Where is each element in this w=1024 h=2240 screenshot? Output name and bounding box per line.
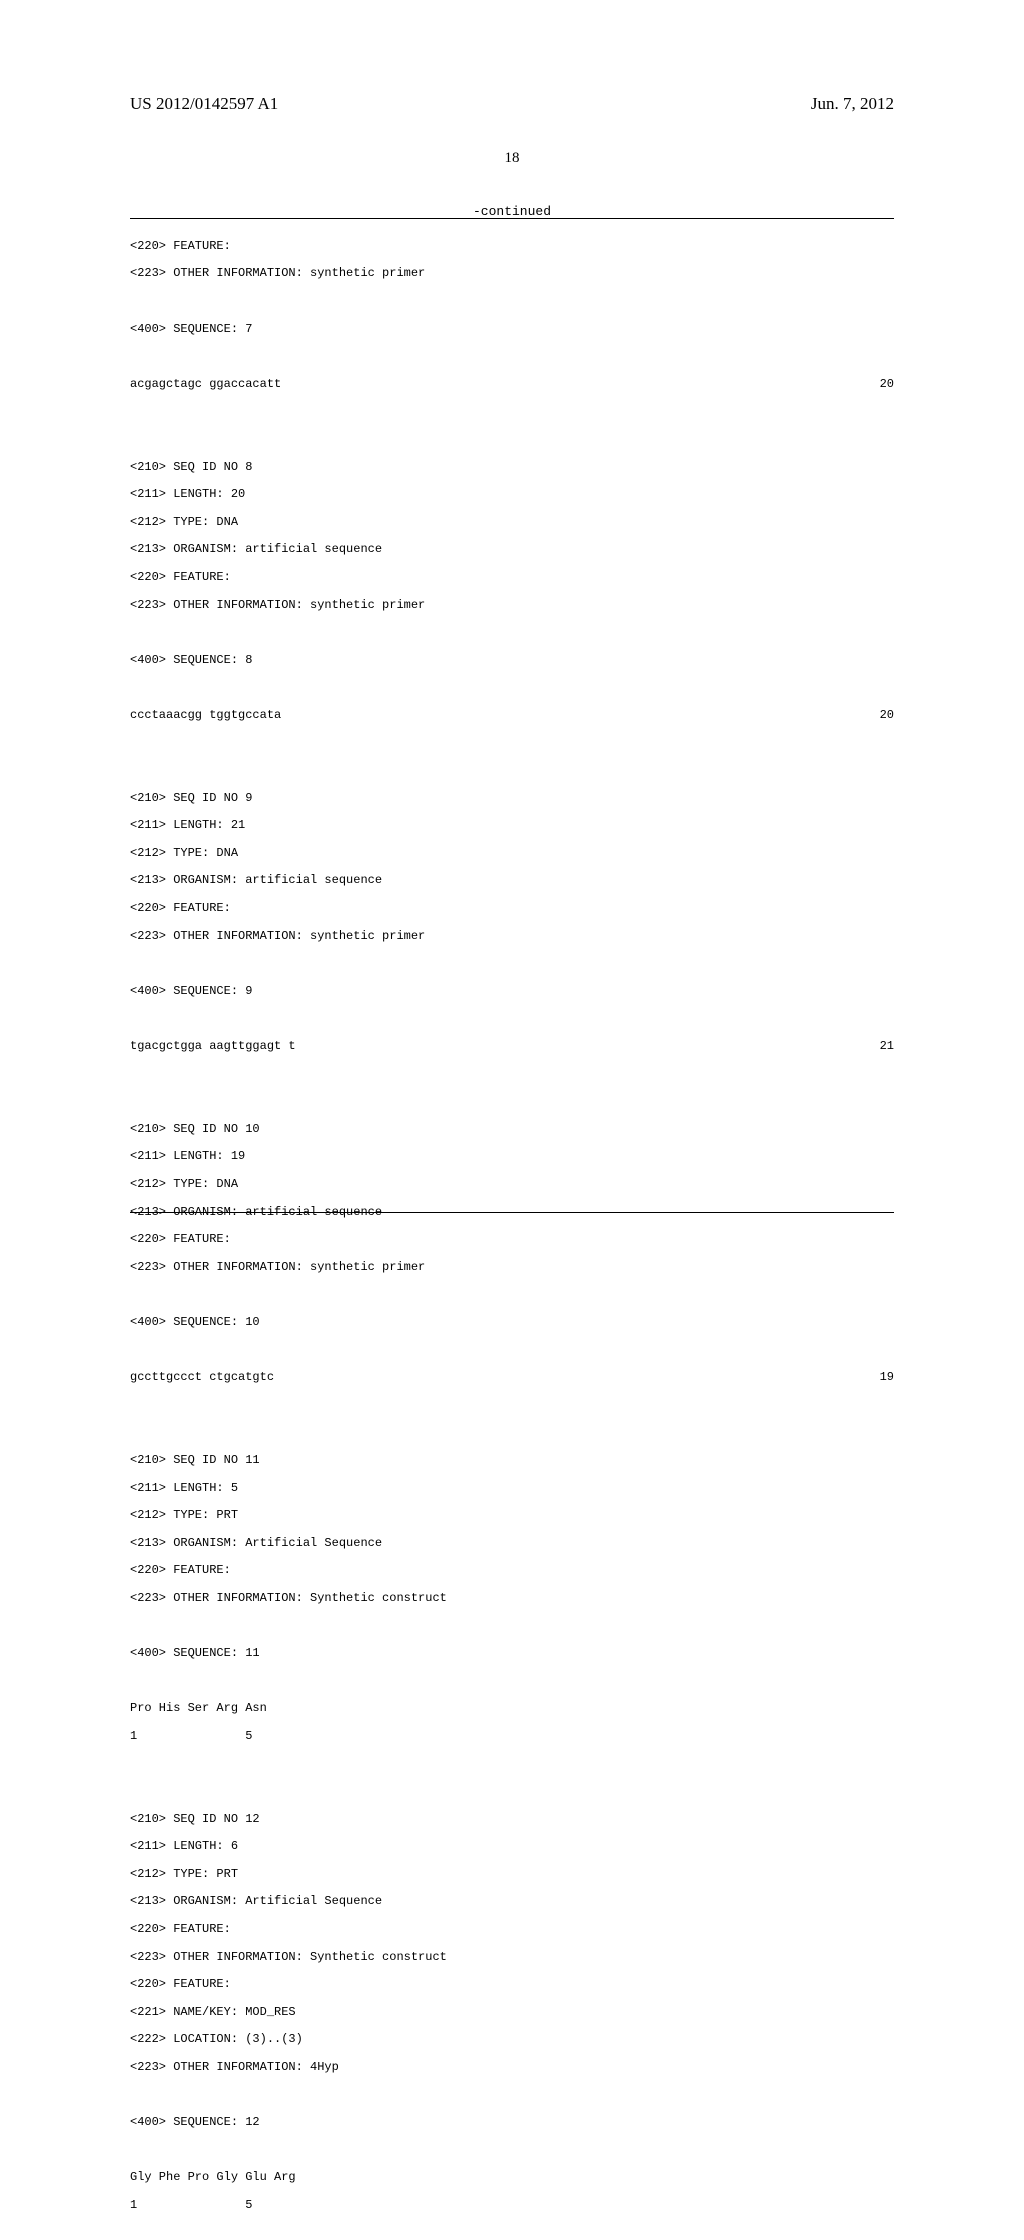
seq12-feature: <220> FEATURE: bbox=[130, 1923, 894, 1937]
seq7-label: <400> SEQUENCE: 7 bbox=[130, 323, 894, 337]
seq11-label: <400> SEQUENCE: 11 bbox=[130, 1647, 894, 1661]
seq10-other-info: <223> OTHER INFORMATION: synthetic prime… bbox=[130, 1261, 894, 1275]
seq10-type: <212> TYPE: DNA bbox=[130, 1178, 894, 1192]
seq11-length: <211> LENGTH: 5 bbox=[130, 1482, 894, 1496]
continued-label: -continued bbox=[0, 204, 1024, 219]
rule-top bbox=[130, 218, 894, 219]
seq10-id: <210> SEQ ID NO 10 bbox=[130, 1123, 894, 1137]
seq7-other-info: <223> OTHER INFORMATION: synthetic prime… bbox=[130, 267, 894, 281]
seq9-type: <212> TYPE: DNA bbox=[130, 847, 894, 861]
seq11-id: <210> SEQ ID NO 11 bbox=[130, 1454, 894, 1468]
seq8-id: <210> SEQ ID NO 8 bbox=[130, 461, 894, 475]
seq12-namekey: <221> NAME/KEY: MOD_RES bbox=[130, 2006, 894, 2020]
seq9-organism: <213> ORGANISM: artificial sequence bbox=[130, 874, 894, 888]
seq12-length: <211> LENGTH: 6 bbox=[130, 1840, 894, 1854]
seq8-length-val: 20 bbox=[880, 709, 894, 723]
seq10-feature: <220> FEATURE: bbox=[130, 1233, 894, 1247]
seq9-label: <400> SEQUENCE: 9 bbox=[130, 985, 894, 999]
seq8-length: <211> LENGTH: 20 bbox=[130, 488, 894, 502]
seq8-feature: <220> FEATURE: bbox=[130, 571, 894, 585]
seq9-length: <211> LENGTH: 21 bbox=[130, 819, 894, 833]
seq11-num-line: 1 5 bbox=[130, 1730, 894, 1744]
seq11-feature: <220> FEATURE: bbox=[130, 1564, 894, 1578]
seq11-aa-line: Pro His Ser Arg Asn bbox=[130, 1702, 894, 1716]
seq11-other-info: <223> OTHER INFORMATION: Synthetic const… bbox=[130, 1592, 894, 1606]
rule-bottom bbox=[130, 1212, 894, 1213]
seq8-type: <212> TYPE: DNA bbox=[130, 516, 894, 530]
publication-date: Jun. 7, 2012 bbox=[811, 94, 894, 114]
seq9-sequence: tgacgctgga aagttggagt t bbox=[130, 1040, 296, 1054]
patent-page: US 2012/0142597 A1 Jun. 7, 2012 18 -cont… bbox=[0, 0, 1024, 1320]
seq11-organism: <213> ORGANISM: Artificial Sequence bbox=[130, 1537, 894, 1551]
seq10-length: <211> LENGTH: 19 bbox=[130, 1150, 894, 1164]
seq12-id: <210> SEQ ID NO 12 bbox=[130, 1813, 894, 1827]
seq12-other-info2: <223> OTHER INFORMATION: 4Hyp bbox=[130, 2061, 894, 2075]
seq12-organism: <213> ORGANISM: Artificial Sequence bbox=[130, 1895, 894, 1909]
seq9-other-info: <223> OTHER INFORMATION: synthetic prime… bbox=[130, 930, 894, 944]
seq7-feature: <220> FEATURE: bbox=[130, 240, 894, 254]
seq10-sequence-row: gccttgccct ctgcatgtc 19 bbox=[130, 1371, 894, 1385]
seq12-type: <212> TYPE: PRT bbox=[130, 1868, 894, 1882]
seq11-type: <212> TYPE: PRT bbox=[130, 1509, 894, 1523]
seq10-label: <400> SEQUENCE: 10 bbox=[130, 1316, 894, 1330]
page-number: 18 bbox=[0, 150, 1024, 167]
seq9-id: <210> SEQ ID NO 9 bbox=[130, 792, 894, 806]
seq9-sequence-row: tgacgctgga aagttggagt t 21 bbox=[130, 1040, 894, 1054]
seq7-sequence: acgagctagc ggaccacatt bbox=[130, 378, 281, 392]
sequence-listing: <220> FEATURE: <223> OTHER INFORMATION: … bbox=[130, 226, 894, 2240]
seq12-num-line: 1 5 bbox=[130, 2199, 894, 2213]
seq7-length: 20 bbox=[880, 378, 894, 392]
seq8-organism: <213> ORGANISM: artificial sequence bbox=[130, 543, 894, 557]
seq8-sequence: ccctaaacgg tggtgccata bbox=[130, 709, 281, 723]
seq12-label: <400> SEQUENCE: 12 bbox=[130, 2116, 894, 2130]
seq12-other-info: <223> OTHER INFORMATION: Synthetic const… bbox=[130, 1951, 894, 1965]
seq8-sequence-row: ccctaaacgg tggtgccata 20 bbox=[130, 709, 894, 723]
seq8-other-info: <223> OTHER INFORMATION: synthetic prime… bbox=[130, 599, 894, 613]
publication-number: US 2012/0142597 A1 bbox=[130, 94, 278, 114]
seq10-sequence: gccttgccct ctgcatgtc bbox=[130, 1371, 274, 1385]
seq9-length-val: 21 bbox=[880, 1040, 894, 1054]
seq9-feature: <220> FEATURE: bbox=[130, 902, 894, 916]
seq12-location: <222> LOCATION: (3)..(3) bbox=[130, 2033, 894, 2047]
seq8-label: <400> SEQUENCE: 8 bbox=[130, 654, 894, 668]
seq12-feature2: <220> FEATURE: bbox=[130, 1978, 894, 1992]
seq10-length-val: 19 bbox=[880, 1371, 894, 1385]
seq7-sequence-row: acgagctagc ggaccacatt 20 bbox=[130, 378, 894, 392]
seq12-aa-line: Gly Phe Pro Gly Glu Arg bbox=[130, 2171, 894, 2185]
